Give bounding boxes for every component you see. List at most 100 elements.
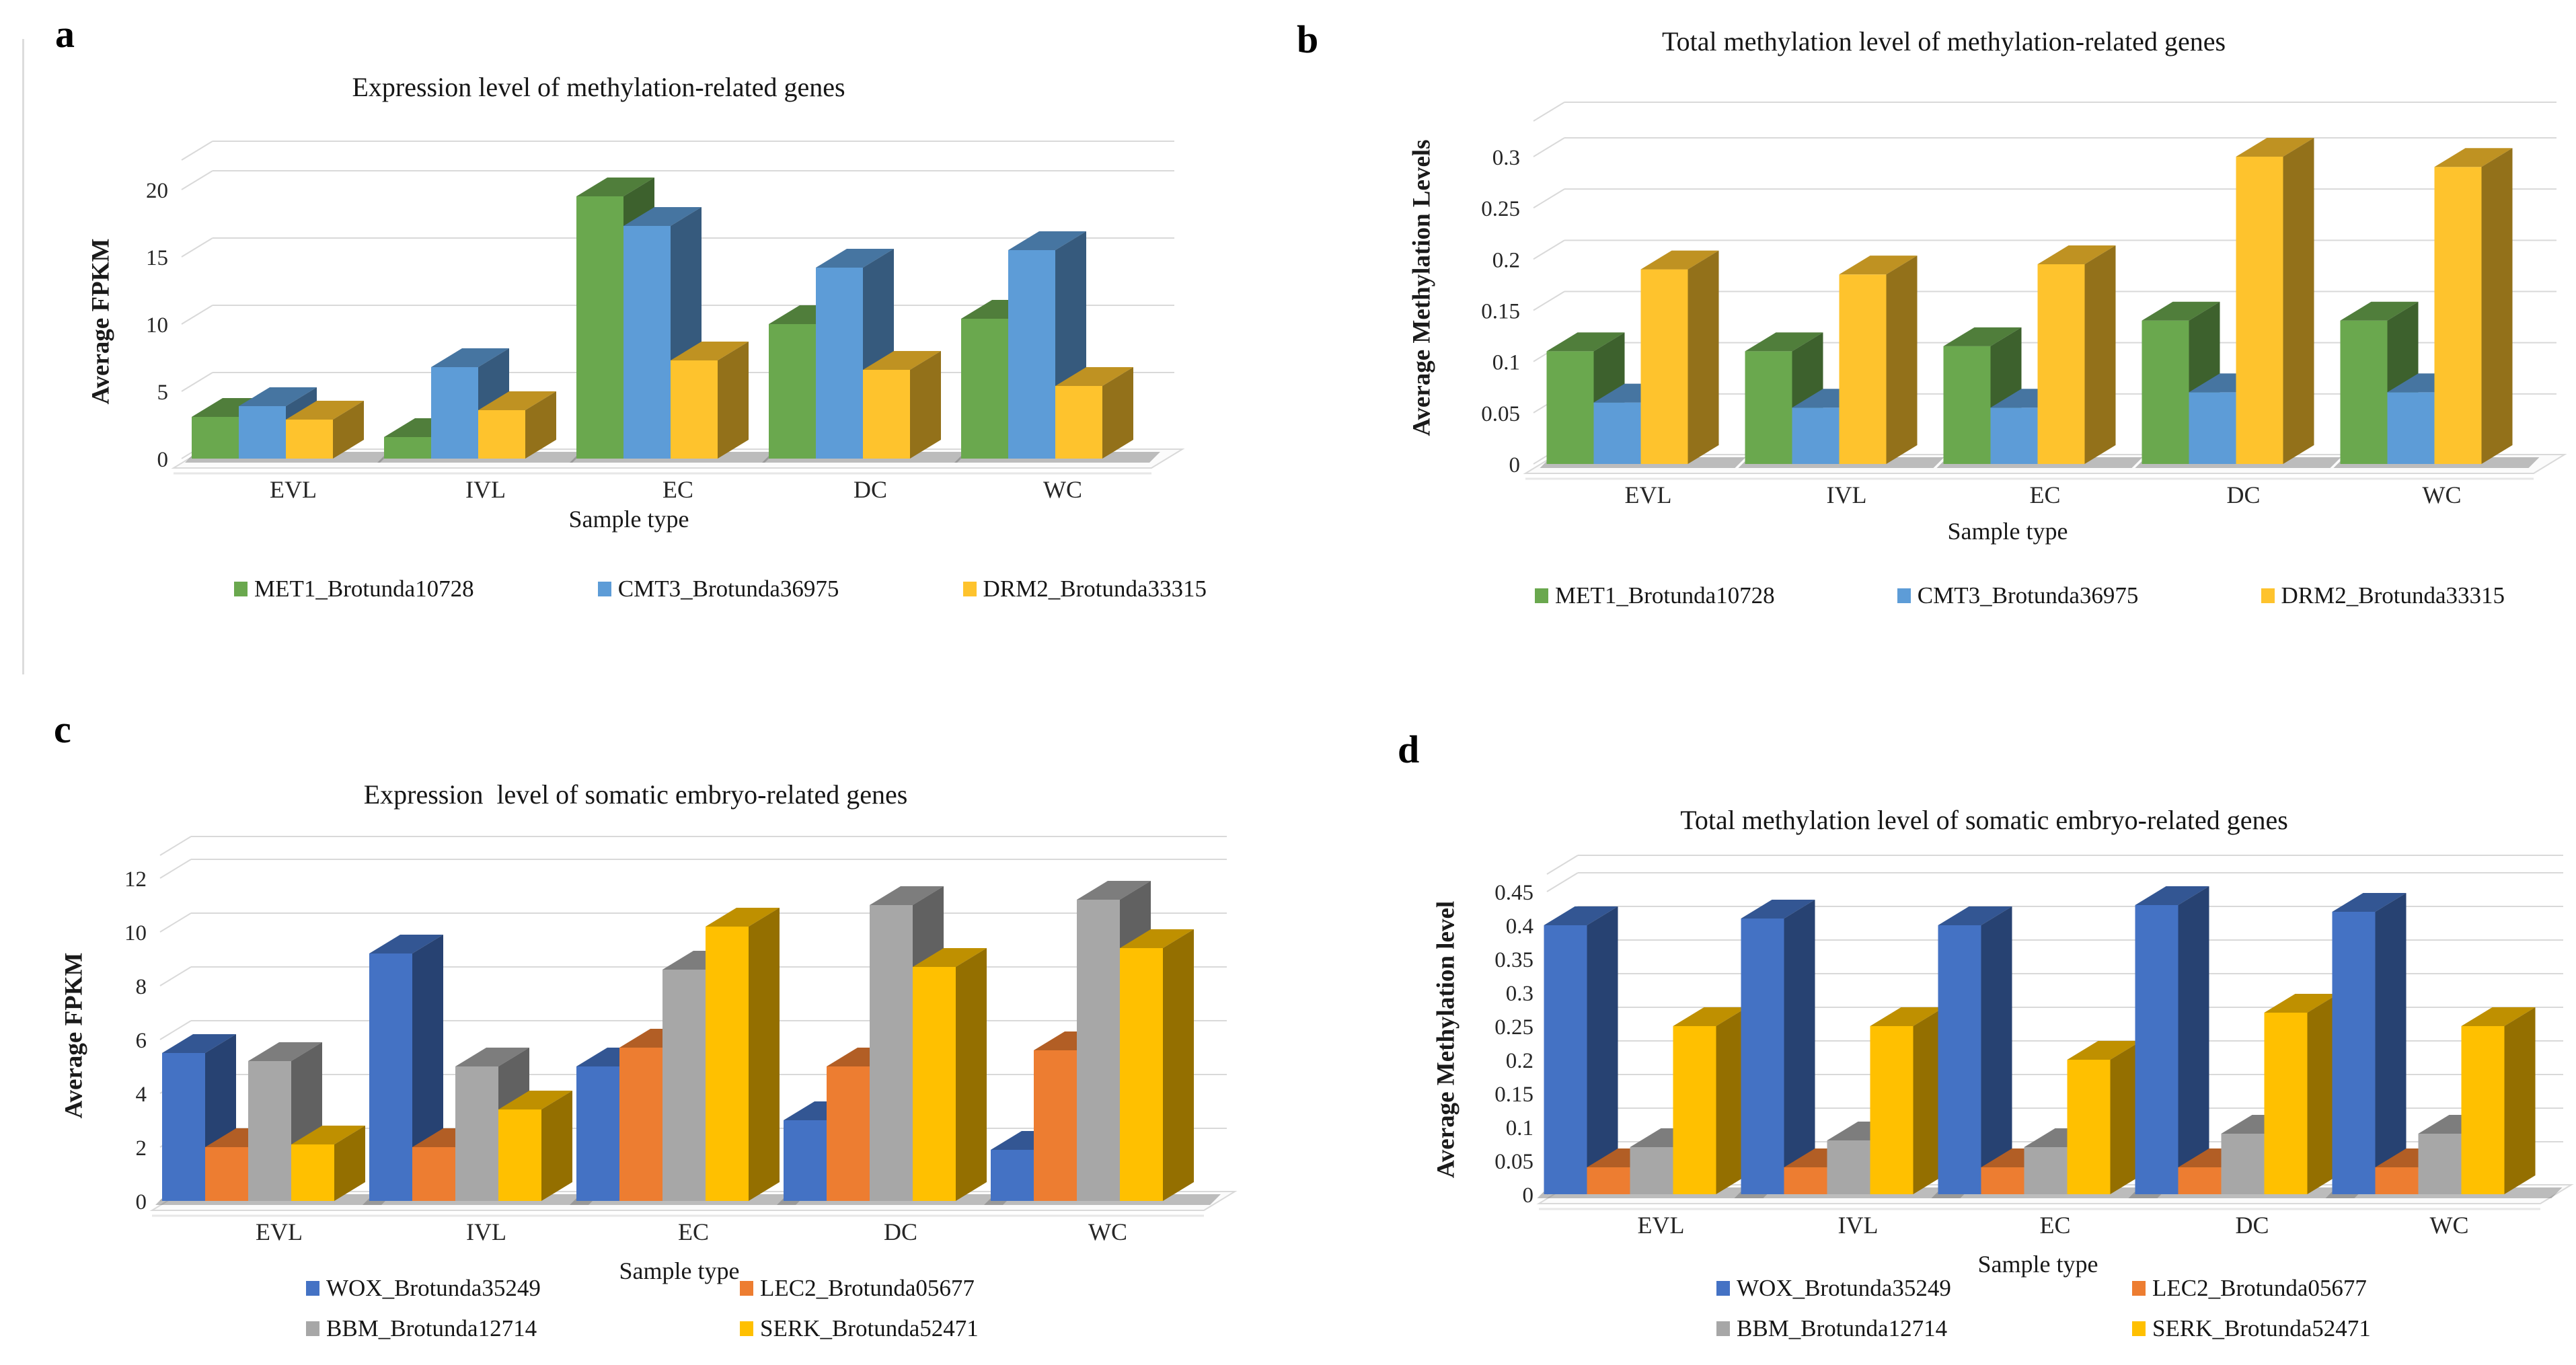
panel-letter-d: d (1398, 728, 1420, 771)
y-axis-title-d: Average Methylation level (1432, 900, 1460, 1179)
bar-EC-DRM2_Brotunda33315 (671, 342, 749, 459)
legend-item-label: SERK_Brotunda52471 (2152, 1315, 2371, 1341)
legend-d: WOX_Brotunda35249 LEC2_Brotunda05677 BBM_B… (1716, 1275, 2371, 1342)
legend-item-label: WOX_Brotunda35249 (1737, 1275, 1951, 1301)
legend-item-label: BBM_Brotunda12714 (1737, 1315, 1948, 1341)
y-tick-label: 0.1 (1492, 351, 1520, 375)
chart-title-c: Expression level of somatic embryo-relat… (363, 779, 908, 810)
x-category-label: IVL (1827, 481, 1867, 508)
y-tick-label: 0.2 (1492, 248, 1520, 272)
y-tick-label: 0.35 (1494, 948, 1533, 972)
legend-swatch-icon (1535, 588, 1548, 603)
x-category-label: WC (1043, 476, 1082, 503)
panel-letter-a: a (55, 12, 75, 56)
legend-item: DRM2_Brotunda33315 (2261, 582, 2505, 609)
legend-swatch-icon (2132, 1321, 2146, 1336)
legend-swatch-icon (1716, 1281, 1730, 1296)
legend-item: LEC2_Brotunda05677 (2132, 1275, 2371, 1302)
y-tick-labels: 0 0.05 0.1 0.15 0.2 0.25 0.3 (1481, 146, 1520, 477)
x-category-labels: EVL IVL EC DC WC (270, 476, 1082, 503)
x-category-label: IVL (1838, 1212, 1879, 1239)
legend-swatch-icon (962, 582, 977, 596)
legend-swatch-icon (234, 582, 248, 596)
y-tick-labels: 0 2 4 6 8 10 12 (124, 867, 147, 1214)
chart-title-d: Total methylation level of somatic embry… (1680, 805, 2288, 835)
x-category-label: WC (2430, 1212, 2469, 1239)
x-category-label: DC (2226, 481, 2260, 508)
legend-swatch-icon (1897, 588, 1911, 603)
legend-item-label: WOX_Brotunda35249 (326, 1275, 541, 1301)
bar-IVL-SERK_Brotunda52471 (498, 1091, 572, 1201)
y-tick-label: 8 (136, 975, 147, 999)
y-tick-label: 0.05 (1481, 402, 1520, 426)
legend-c: WOX_Brotunda35249 LEC2_Brotunda05677 BBM_B… (306, 1275, 979, 1342)
bar-EC-SERK_Brotunda52471 (706, 908, 780, 1201)
legend-item: DRM2_Brotunda33315 (962, 576, 1207, 602)
legend-item-label: MET1_Brotunda10728 (254, 576, 474, 602)
legend-item: SERK_Brotunda52471 (740, 1315, 979, 1342)
y-tick-label: 0 (1523, 1183, 1534, 1208)
legend-item: CMT3_Brotunda36975 (597, 576, 839, 602)
x-category-labels: EVL IVL EC DC WC (256, 1218, 1127, 1245)
x-category-label: EC (2029, 481, 2060, 508)
y-tick-label: 0 (1509, 453, 1521, 477)
bar-EVL-SERK_Brotunda52471 (1673, 1007, 1747, 1194)
legend-item-label: CMT3_Brotunda36975 (617, 576, 839, 602)
legend-swatch-icon (306, 1321, 319, 1336)
chart-a: 0 5 10 15 20 EVL IVL EC DC WC (146, 141, 1185, 503)
bar-WC-WOX_Brotunda35249 (2332, 893, 2407, 1194)
y-tick-label: 5 (157, 381, 169, 405)
bar-IVL-DRM2_Brotunda33315 (1839, 256, 1918, 464)
x-category-label: WC (2423, 481, 2462, 508)
x-category-label: EVL (1638, 1212, 1685, 1239)
bar-EC-SERK_Brotunda52471 (2067, 1041, 2142, 1194)
bar-WC-SERK_Brotunda52471 (2461, 1007, 2536, 1194)
legend-swatch-icon (2261, 588, 2275, 603)
x-category-label: EC (678, 1218, 709, 1245)
legend-item: SERK_Brotunda52471 (2132, 1315, 2371, 1342)
legend-swatch-icon (740, 1281, 753, 1296)
y-tick-label: 0.45 (1494, 881, 1533, 905)
legend-swatch-icon (2132, 1281, 2146, 1296)
chart-title-a: Expression level of methylation-related … (352, 72, 845, 102)
bar-EC-WOX_Brotunda35249 (1938, 906, 2012, 1194)
legend-item-label: LEC2_Brotunda05677 (760, 1275, 975, 1301)
y-tick-label: 12 (124, 867, 147, 892)
y-tick-label: 20 (146, 179, 168, 203)
x-axis-title-b: Sample type (1947, 518, 2068, 545)
bar-IVL-DRM2_Brotunda33315 (478, 391, 556, 459)
y-tick-labels: 0 5 10 15 20 (146, 179, 168, 472)
legend-item-label: DRM2_Brotunda33315 (2281, 582, 2505, 609)
bar-DC-WOX_Brotunda35249 (2135, 886, 2209, 1194)
y-tick-label: 0.25 (1481, 197, 1520, 221)
bar-WC-DRM2_Brotunda33315 (2434, 148, 2513, 464)
y-tick-label: 10 (124, 921, 147, 945)
x-category-label: DC (854, 476, 887, 503)
x-category-label: WC (1088, 1218, 1127, 1245)
y-axis-title-a: Average FPKM (87, 238, 115, 405)
bar-IVL-WOX_Brotunda35249 (1741, 900, 1815, 1194)
legend-item: WOX_Brotunda35249 (1716, 1275, 2132, 1302)
y-axis-title-c: Average FPKM (60, 952, 88, 1119)
legend-item: LEC2_Brotunda05677 (740, 1275, 979, 1302)
panel-letter-b: b (1297, 17, 1319, 61)
page-edge-line (22, 39, 24, 674)
bar-EVL-SERK_Brotunda52471 (291, 1126, 365, 1201)
y-tick-label: 0.25 (1494, 1015, 1533, 1040)
bar-WC-SERK_Brotunda52471 (1120, 929, 1194, 1201)
legend-item: BBM_Brotunda12714 (306, 1315, 740, 1342)
chart-c: 0 2 4 6 8 10 12 EVL IVL EC DC WC (124, 836, 1238, 1245)
legend-item-label: LEC2_Brotunda05677 (2152, 1275, 2367, 1301)
x-category-labels: EVL IVL EC DC WC (1638, 1212, 2469, 1239)
legend-b: MET1_Brotunda10728 CMT3_Brotunda36975 DRM2… (1535, 582, 2505, 609)
bar-DC-DRM2_Brotunda33315 (863, 351, 941, 459)
legend-item-label: SERK_Brotunda52471 (760, 1315, 979, 1341)
bar-DC-SERK_Brotunda52471 (913, 948, 987, 1201)
y-tick-label: 0.15 (1494, 1083, 1533, 1107)
y-tick-label: 0 (136, 1190, 147, 1214)
x-axis-title-a: Sample type (568, 506, 689, 533)
x-category-label: EVL (256, 1218, 303, 1245)
